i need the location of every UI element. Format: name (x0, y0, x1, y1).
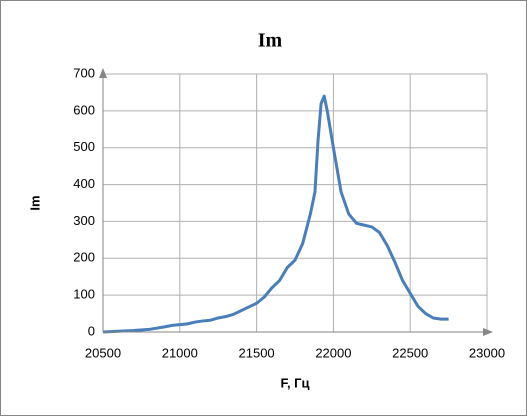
x-tick-label: 23000 (469, 345, 505, 360)
y-axis-label: Im (27, 195, 42, 210)
y-tick-label: 0 (88, 323, 95, 338)
x-tick-label: 21500 (239, 345, 275, 360)
y-tick-label: 500 (73, 139, 95, 154)
chart-title: Im (258, 30, 283, 52)
y-axis-arrow (99, 68, 107, 78)
x-tick-label: 21000 (162, 345, 198, 360)
y-tick-label: 700 (73, 65, 95, 80)
x-axis-label: F, Гц (280, 375, 309, 390)
x-axis-arrow (483, 328, 493, 336)
x-tick-label: 22500 (392, 345, 428, 360)
x-tick-label: 22000 (315, 345, 351, 360)
y-tick-label: 100 (73, 287, 95, 302)
y-tick-label: 300 (73, 213, 95, 228)
y-tick-label: 600 (73, 102, 95, 117)
y-tick-label: 200 (73, 250, 95, 265)
data-line (102, 94, 449, 334)
y-tick-label: 400 (73, 176, 95, 191)
x-tick-label: 20500 (85, 345, 121, 360)
